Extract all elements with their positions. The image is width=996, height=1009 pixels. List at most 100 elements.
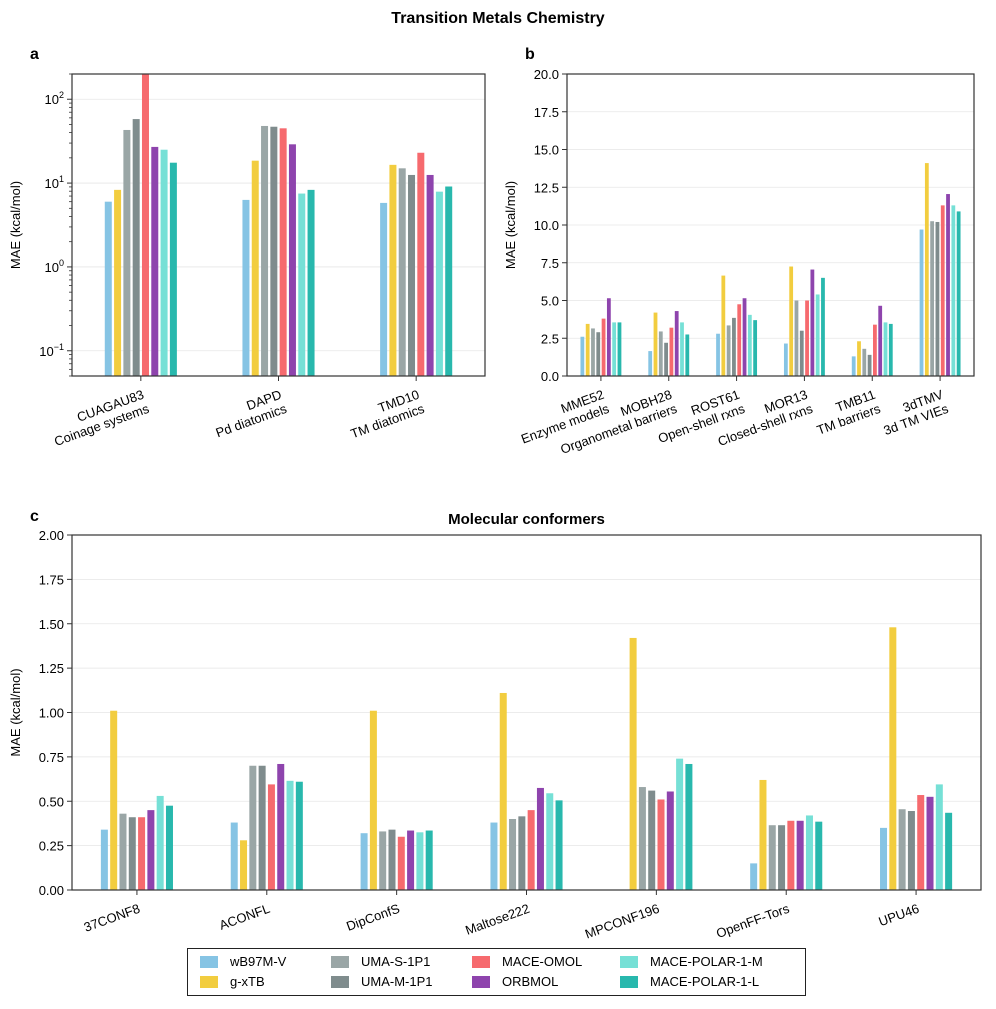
legend-label: wB97M-V — [230, 954, 287, 969]
bar — [685, 763, 693, 890]
bar — [596, 332, 601, 376]
bar — [169, 162, 177, 376]
bar — [606, 298, 611, 376]
bar — [753, 320, 758, 376]
bar — [298, 193, 306, 376]
bar — [945, 812, 953, 890]
bar — [857, 341, 861, 376]
x-tick-label: 3dTMV3d TM VIEs — [876, 387, 950, 439]
axes-frame — [71, 73, 486, 377]
panel-letter-a: a — [30, 46, 39, 63]
bar — [242, 199, 250, 376]
legend-item: MACE-OMOL — [472, 954, 582, 969]
bar — [726, 325, 731, 376]
x-tick-label: Maltose222 — [463, 901, 531, 938]
bar — [880, 827, 888, 890]
bar — [138, 817, 146, 890]
bar — [750, 863, 758, 890]
x-tick-label: 37CONF8 — [82, 901, 142, 935]
bar — [851, 356, 856, 376]
bar — [518, 816, 526, 890]
bar — [591, 328, 595, 376]
bar — [380, 202, 388, 376]
bar — [230, 822, 238, 890]
y-tick-label: 102 — [45, 90, 64, 107]
bar — [100, 829, 108, 890]
bar — [295, 781, 303, 890]
bar — [123, 129, 131, 376]
figure-title: Transition Metals Chemistry — [391, 10, 605, 27]
y-tick-label: 2.00 — [39, 528, 64, 543]
y-tick-label: 0.75 — [39, 750, 64, 765]
bar — [585, 323, 590, 376]
bar — [799, 330, 804, 376]
bar — [114, 189, 122, 376]
bar — [926, 796, 934, 890]
y-tick-label: 100 — [45, 258, 64, 275]
bar — [360, 833, 368, 890]
bar — [165, 805, 173, 890]
y-tick-label: 12.5 — [534, 180, 559, 195]
bar — [416, 832, 424, 890]
bar — [924, 163, 929, 376]
bar — [674, 311, 679, 376]
bar — [759, 779, 767, 890]
legend-label: MACE-OMOL — [502, 954, 583, 969]
bar — [680, 322, 684, 376]
bar — [917, 795, 925, 890]
bar — [398, 168, 406, 376]
legend-item: ORBMOL — [472, 974, 558, 989]
legend-swatch — [200, 955, 218, 968]
bar — [867, 354, 872, 376]
bar — [288, 144, 296, 376]
bar — [397, 836, 405, 890]
bar — [951, 205, 956, 376]
bar — [805, 300, 809, 376]
y-axis-label: MAE (kcal/mol) — [503, 181, 518, 269]
y-tick-label: 10−1 — [39, 342, 64, 359]
bar — [527, 810, 535, 890]
y-tick-label: 15.0 — [534, 143, 559, 158]
legend-label: MACE-POLAR-1-L — [650, 974, 760, 989]
legend-label: ORBMOL — [502, 974, 559, 989]
y-tick-label: 101 — [45, 174, 64, 191]
x-tick-label: UPU46 — [877, 901, 922, 929]
bar — [389, 164, 397, 376]
bar — [417, 152, 425, 376]
bar — [721, 275, 726, 376]
bar — [555, 800, 563, 890]
bar — [676, 758, 684, 890]
bar — [787, 820, 795, 890]
y-tick-label: 20.0 — [534, 67, 559, 82]
chart-a: 10−1 100 101 102 CUAGAU83Coinage systems DAPD… — [8, 73, 486, 449]
legend-label: g-xTB — [230, 974, 265, 989]
bar — [658, 331, 663, 376]
bar — [270, 126, 278, 376]
bar — [930, 221, 935, 376]
bar — [653, 312, 658, 376]
bar — [277, 763, 285, 890]
bar — [657, 799, 665, 890]
bar — [132, 119, 140, 376]
axes-frame — [566, 73, 975, 377]
bar — [128, 817, 136, 890]
legend-item: MACE-POLAR-1-M — [620, 954, 763, 969]
bar — [546, 793, 554, 890]
bar — [685, 334, 690, 376]
bar — [612, 322, 617, 376]
y-tick-label: 5.0 — [541, 294, 559, 309]
bar — [862, 348, 867, 376]
bar — [732, 317, 736, 376]
bar — [648, 790, 656, 890]
chart-title: Molecular conformers — [448, 511, 605, 528]
bar — [815, 821, 823, 890]
legend-item: g-xTB — [200, 974, 265, 989]
bar — [617, 322, 622, 376]
bar — [898, 809, 906, 890]
x-tick-label: OpenFF-Tors — [714, 901, 792, 941]
bar — [883, 322, 888, 376]
bar — [104, 201, 112, 376]
bar — [279, 128, 287, 376]
x-tick-label: DAPDPd diatomics — [208, 387, 289, 441]
